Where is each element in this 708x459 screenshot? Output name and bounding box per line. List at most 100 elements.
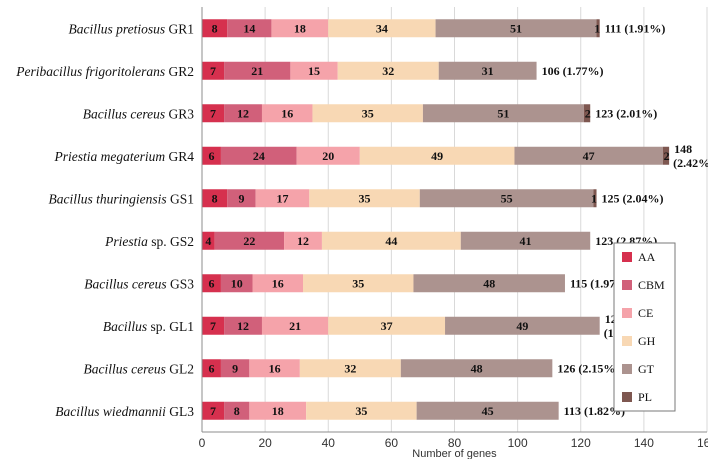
- bar-ce-2: [290, 61, 338, 80]
- data-label-ce-8: 21: [289, 319, 301, 333]
- total-label-5: 125 (2.04%): [602, 191, 664, 205]
- category-label-8: Bacillus sp. GL1: [103, 319, 194, 334]
- bar-gt-7: [413, 274, 565, 293]
- bar-cbm-3: [224, 104, 262, 123]
- bar-gt-2: [438, 61, 537, 80]
- data-label-aa-4: 6: [208, 149, 214, 163]
- total-label-pct-4: (2.42%): [673, 156, 708, 170]
- bar-aa-3: [202, 104, 225, 123]
- x-axis-title: Number of genes: [412, 448, 497, 459]
- x-tick-label-120: 120: [571, 436, 591, 450]
- bar-row-4: 6 24 20 49 47 2 148(2.42%): [202, 142, 708, 170]
- x-tick-label-20: 20: [258, 436, 272, 450]
- bar-row-5: 8 9 17 35 55 1 125 (2.04%): [202, 189, 664, 208]
- category-label-7: Bacillus cereus GS3: [84, 276, 194, 291]
- bar-cbm-2: [224, 61, 291, 80]
- legend-box: [613, 242, 676, 412]
- category-label-6: Priestia sp. GS2: [104, 234, 194, 249]
- bar-pl-4: [662, 146, 670, 165]
- x-tick-label-80: 80: [448, 436, 462, 450]
- bar-row-9: 6 9 16 32 48 126 (2.15%): [202, 359, 619, 378]
- data-label-cbm-1: 14: [243, 21, 255, 35]
- bar-cbm-1: [227, 19, 272, 38]
- category-labels: Bacillus pretiosus GR1 Peribacillus frigo…: [15, 21, 194, 419]
- legend-label-ce: CE: [638, 306, 653, 320]
- data-label-gh-2: 32: [382, 64, 394, 78]
- data-label-ce-5: 17: [276, 191, 288, 205]
- data-label-aa-7: 6: [208, 276, 214, 290]
- bar-row-7: 6 10 16 35 48 115 (1.97%): [202, 274, 631, 293]
- data-label-gt-8: 49: [516, 319, 528, 333]
- bar-gt-10: [416, 401, 559, 420]
- data-label-ce-2: 15: [308, 64, 320, 78]
- bar-gh-6: [321, 231, 461, 250]
- data-label-gh-7: 35: [352, 276, 364, 290]
- data-label-aa-2: 7: [210, 64, 216, 78]
- bar-row-3: 7 12 16 35 51 2 123 (2.01%): [202, 104, 657, 123]
- data-label-ce-7: 16: [272, 276, 284, 290]
- data-label-ce-1: 18: [294, 21, 306, 35]
- bar-cbm-5: [227, 189, 256, 208]
- legend-swatch-aa: [622, 252, 632, 262]
- bar-pl-1: [596, 19, 600, 38]
- data-label-aa-8: 7: [210, 319, 216, 333]
- bar-gh-1: [328, 19, 436, 38]
- data-label-ce-9: 16: [269, 361, 281, 375]
- bar-gt-5: [419, 189, 594, 208]
- data-label-gh-4: 49: [431, 149, 443, 163]
- bar-cbm-7: [220, 274, 253, 293]
- x-tick-label-100: 100: [508, 436, 528, 450]
- data-label-cbm-7: 10: [231, 276, 243, 290]
- legend-label-pl: PL: [638, 390, 652, 404]
- bar-gt-6: [460, 231, 591, 250]
- data-label-gh-6: 44: [385, 234, 397, 248]
- data-label-cbm-10: 8: [234, 404, 240, 418]
- bar-aa-6: [202, 231, 215, 250]
- data-label-gh-10: 35: [355, 404, 367, 418]
- bar-row-6: 4 22 12 44 41 123 (2.87%): [202, 231, 657, 250]
- data-label-gt-10: 45: [482, 404, 494, 418]
- legend-swatch-ce: [622, 308, 632, 318]
- data-label-ce-3: 16: [281, 106, 293, 120]
- bar-cbm-9: [220, 359, 250, 378]
- x-tick-label-140: 140: [634, 436, 654, 450]
- bar-ce-5: [255, 189, 310, 208]
- data-label-aa-1: 8: [212, 21, 218, 35]
- bar-cbm-10: [224, 401, 250, 420]
- data-label-aa-5: 8: [212, 191, 218, 205]
- bar-pl-5: [593, 189, 597, 208]
- bar-gh-2: [337, 61, 439, 80]
- data-label-aa-3: 7: [210, 106, 216, 120]
- legend: AA CBM CE GH GT PL: [613, 242, 676, 412]
- bar-cbm-6: [214, 231, 285, 250]
- data-label-gh-9: 32: [344, 361, 356, 375]
- legend-label-aa: AA: [638, 250, 656, 264]
- bar-cbm-8: [224, 316, 262, 335]
- bar-gh-5: [309, 189, 420, 208]
- bar-row-1: 8 14 18 34 51 1 111 (1.91%): [202, 19, 666, 38]
- data-label-cbm-5: 9: [238, 191, 244, 205]
- data-label-ce-4: 20: [322, 149, 334, 163]
- bar-aa-10: [202, 401, 225, 420]
- legend-swatch-gt: [622, 364, 632, 374]
- bar-ce-1: [271, 19, 329, 38]
- data-label-gh-8: 37: [381, 319, 393, 333]
- bar-gh-8: [328, 316, 446, 335]
- x-tick-label-160: 160: [697, 436, 708, 450]
- bar-ce-7: [252, 274, 303, 293]
- bar-gh-10: [306, 401, 417, 420]
- bar-gh-4: [359, 146, 515, 165]
- data-label-aa-9: 6: [208, 361, 214, 375]
- data-label-gt-1: 51: [510, 21, 522, 35]
- bar-cbm-4: [220, 146, 297, 165]
- category-label-4: Priestia megaterium GR4: [53, 149, 194, 164]
- total-label-1: 111 (1.91%): [605, 21, 666, 35]
- data-label-gt-7: 48: [483, 276, 495, 290]
- bar-gt-8: [445, 316, 600, 335]
- data-label-pl-3: 2: [585, 106, 591, 120]
- data-label-ce-6: 12: [297, 234, 309, 248]
- bar-ce-10: [249, 401, 307, 420]
- bar-aa-5: [202, 189, 228, 208]
- x-axis: 020406080100120140160Number of genes: [199, 7, 708, 459]
